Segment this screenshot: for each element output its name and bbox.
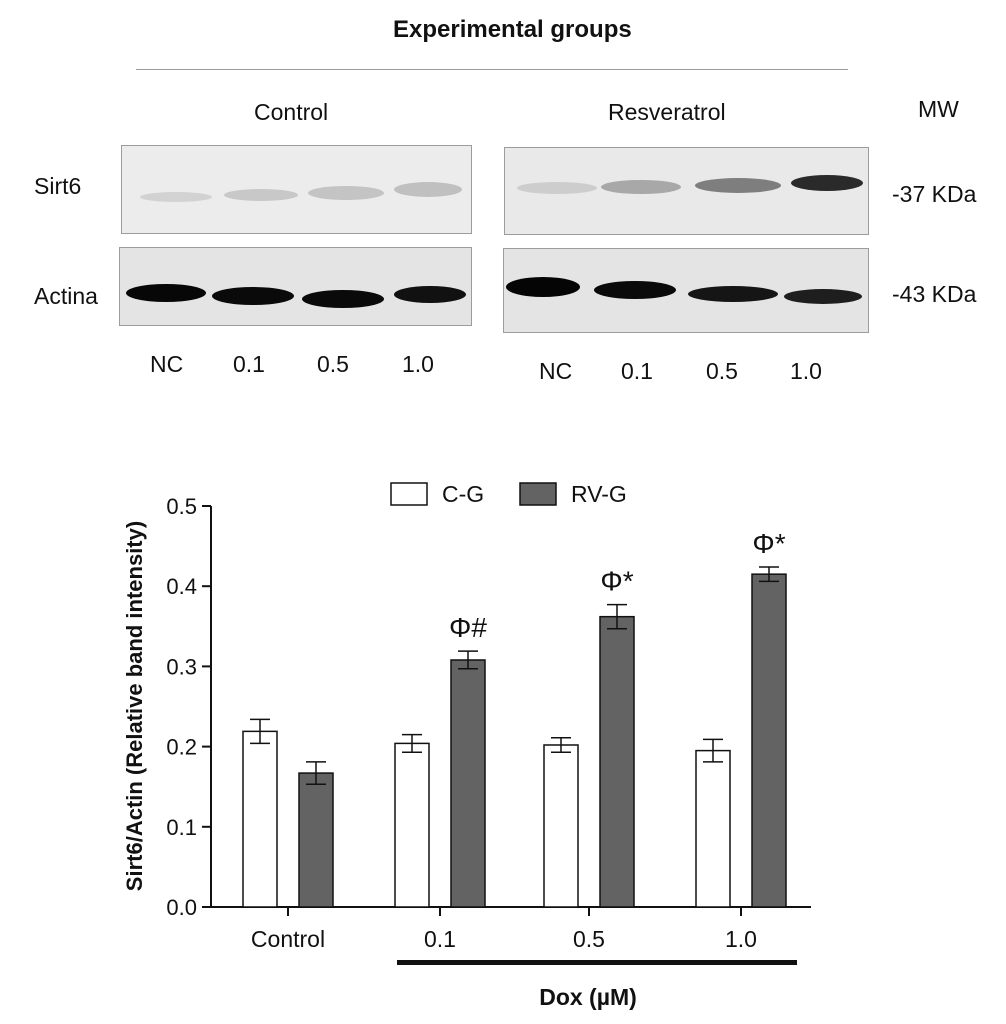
x-tick-label: Control (251, 926, 325, 952)
blot-band (506, 277, 580, 297)
mw-sirt6-label: -37 KDa (892, 181, 977, 207)
blot-band (394, 286, 466, 303)
blot-band (212, 287, 294, 305)
sirt6-blot-resveratrol (504, 147, 869, 235)
x-tick-label: 0.1 (424, 926, 456, 952)
x-axis-title: Dox (µM) (539, 984, 637, 1010)
y-tick-label: 0.2 (166, 735, 197, 760)
y-tick-label: 0.0 (166, 895, 197, 920)
lane-label: 0.5 (706, 358, 738, 384)
blot-band (224, 189, 298, 201)
y-axis-title: Sirt6/Actin (Relative band intensity) (122, 521, 147, 891)
legend-swatch-rv-g (519, 482, 557, 506)
blot-band (784, 289, 862, 304)
groups-divider-line (136, 69, 848, 70)
legend-label: C-G (442, 481, 484, 507)
legend-label: RV-G (571, 481, 627, 507)
bar-rv-g (751, 573, 787, 908)
y-tick-label: 0.4 (166, 574, 197, 599)
sirt6-blot-control (121, 145, 472, 234)
blot-band (302, 290, 384, 308)
dose-bracket-line (397, 960, 797, 965)
bar-rv-g (599, 615, 635, 908)
blot-band (517, 182, 597, 194)
lane-label: 0.1 (621, 358, 653, 384)
lane-label: 0.1 (233, 351, 265, 377)
group-label-control: Control (254, 99, 329, 125)
row-label-actin: Actina (34, 283, 98, 309)
bar-c-g (242, 730, 278, 908)
mw-actin-label: -43 KDa (892, 281, 977, 307)
significance-marker: Φ# (449, 612, 487, 643)
actin-blot-control (119, 247, 472, 326)
y-tick-label: 0.5 (166, 494, 197, 519)
blot-band (791, 175, 863, 191)
blot-band (594, 281, 676, 299)
mw-label: MW (918, 96, 959, 122)
lane-label: NC (539, 358, 573, 384)
bar-c-g (543, 744, 579, 908)
lane-label: 1.0 (790, 358, 822, 384)
legend-swatch-c-g (390, 482, 428, 506)
row-label-sirt6: Sirt6 (34, 173, 82, 199)
y-tick-label: 0.3 (166, 654, 197, 679)
lane-label: 0.5 (317, 351, 349, 377)
x-tick-label: 1.0 (725, 926, 757, 952)
y-tick-label: 0.1 (166, 815, 197, 840)
significance-marker: Φ* (600, 566, 633, 597)
blot-band (601, 180, 681, 194)
blot-band (688, 286, 778, 302)
group-label-resveratrol: Resveratrol (608, 99, 726, 125)
lane-label: NC (150, 351, 184, 377)
blot-band (126, 284, 206, 302)
actin-blot-resveratrol (503, 248, 869, 333)
blot-band (695, 178, 781, 193)
experimental-groups-title: Experimental groups (393, 16, 632, 43)
blot-band (394, 182, 462, 197)
bar-rv-g (450, 659, 486, 908)
bar-c-g (695, 749, 731, 908)
significance-marker: Φ* (752, 528, 785, 559)
bar-rv-g (298, 772, 334, 908)
blot-band (140, 192, 212, 202)
lane-label: 1.0 (402, 351, 434, 377)
blot-band (308, 186, 384, 200)
x-tick-label: 0.5 (573, 926, 605, 952)
bar-c-g (394, 742, 430, 908)
